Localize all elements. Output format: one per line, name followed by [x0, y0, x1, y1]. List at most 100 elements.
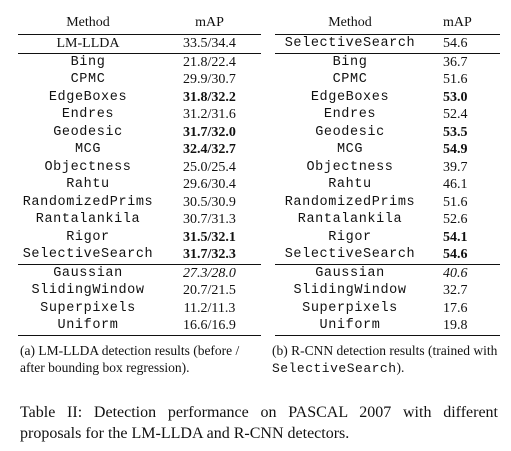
table-row: SelectiveSearch 31.7/32.3 — [18, 246, 261, 264]
map-cell: 53.5 — [443, 124, 468, 140]
method-cell: Endres — [323, 107, 377, 122]
method-cell: SlidingWindow — [293, 283, 407, 298]
table-row: CPMC 29.9/30.7 — [18, 71, 261, 89]
map-cell: 51.6 — [443, 194, 468, 210]
table-row: MCG 54.9 — [275, 141, 500, 159]
method-cell: Rantalankila — [297, 212, 403, 227]
map-cell: 30.7/31.3 — [183, 212, 236, 227]
method-cell: Geodesic — [53, 124, 123, 140]
map-cell: 31.8/32.2 — [183, 89, 236, 105]
reference-row: SelectiveSearch 54.6 — [275, 35, 500, 53]
method-cell: Superpixels — [40, 300, 136, 316]
table-row: Endres 31.2/31.6 — [18, 106, 261, 124]
reference-map: 54.6 — [443, 36, 468, 51]
map-cell: 32.7 — [443, 283, 468, 298]
table-caption: Table II: Detection performance on PASCA… — [20, 404, 498, 442]
method-cell: Rigor — [328, 229, 372, 245]
table-row: SlidingWindow 32.7 — [275, 282, 500, 300]
method-cell: Geodesic — [315, 124, 385, 140]
table-header-row: Method mAP — [18, 12, 261, 35]
map-cell: 29.9/30.7 — [183, 72, 236, 87]
method-cell: Uniform — [319, 318, 381, 333]
table-row: Geodesic 53.5 — [275, 124, 500, 142]
method-cell: SelectiveSearch — [22, 247, 154, 262]
method-cell: Gaussian — [315, 265, 385, 281]
map-cell: 16.6/16.9 — [183, 318, 236, 333]
subcaption-a-text: (a) LM-LLDA detection results (before / … — [20, 343, 240, 375]
table-row: SlidingWindow 20.7/21.5 — [18, 282, 261, 300]
table-row: Geodesic 31.7/32.0 — [18, 124, 261, 142]
map-cell: 39.7 — [443, 159, 468, 175]
method-cell: MCG — [336, 142, 364, 157]
table-row: RandomizedPrims 51.6 — [275, 194, 500, 212]
header-method: Method — [328, 15, 372, 30]
table-row: EdgeBoxes 31.8/32.2 — [18, 89, 261, 107]
map-cell: 52.4 — [443, 107, 468, 122]
map-cell: 27.3/28.0 — [183, 265, 236, 281]
map-cell: 29.6/30.4 — [183, 177, 236, 192]
table-row: MCG 32.4/32.7 — [18, 141, 261, 159]
method-cell: SelectiveSearch — [284, 247, 416, 262]
map-cell: 19.8 — [443, 318, 468, 333]
reference-method: LM-LLDA — [56, 36, 120, 51]
method-cell: Bing — [332, 54, 368, 70]
table-row: Bing 36.7 — [275, 53, 500, 71]
table-row: Uniform 19.8 — [275, 317, 500, 335]
table-row: Gaussian 27.3/28.0 — [18, 264, 261, 282]
table-row: RandomizedPrims 30.5/30.9 — [18, 194, 261, 212]
table-row: Superpixels 17.6 — [275, 300, 500, 318]
map-cell: 31.7/32.3 — [183, 247, 236, 262]
table-row: Rigor 31.5/32.1 — [18, 229, 261, 247]
map-cell: 36.7 — [443, 54, 468, 70]
method-cell: Objectness — [306, 159, 394, 175]
map-cell: 30.5/30.9 — [183, 194, 236, 210]
subcaption-b-text: (b) R-CNN detection results (trained wit… — [272, 343, 498, 358]
table-row: Gaussian 40.6 — [275, 264, 500, 282]
map-cell: 25.0/25.4 — [183, 159, 236, 175]
header-map: mAP — [443, 15, 472, 30]
method-cell: Objectness — [44, 159, 132, 175]
header-map: mAP — [195, 15, 224, 30]
table-row: Rigor 54.1 — [275, 229, 500, 247]
method-cell: CPMC — [70, 72, 106, 87]
map-cell: 31.2/31.6 — [183, 107, 236, 122]
method-cell: SlidingWindow — [31, 283, 145, 298]
method-cell: Gaussian — [53, 265, 123, 281]
table-row: Bing 21.8/22.4 — [18, 53, 261, 71]
map-cell: 11.2/11.3 — [183, 300, 236, 316]
subcaption-b-end: ). — [396, 360, 405, 375]
map-cell: 21.8/22.4 — [183, 54, 236, 70]
table-header-row: Method mAP — [275, 12, 500, 35]
map-cell: 31.5/32.1 — [183, 229, 236, 245]
table-row: Rahtu 29.6/30.4 — [18, 176, 261, 194]
map-cell: 53.0 — [443, 89, 468, 105]
method-cell: Uniform — [57, 318, 119, 333]
table-row: Rantalankila 52.6 — [275, 211, 500, 229]
map-cell: 32.4/32.7 — [183, 142, 236, 157]
reference-map: 33.5/34.4 — [183, 36, 236, 51]
map-cell: 20.7/21.5 — [183, 283, 236, 298]
header-method: Method — [66, 15, 110, 30]
table-row: Endres 52.4 — [275, 106, 500, 124]
map-cell: 31.7/32.0 — [183, 124, 236, 140]
table-row: Superpixels 11.2/11.3 — [18, 300, 261, 318]
map-cell: 54.6 — [443, 247, 468, 262]
method-cell: Rigor — [66, 229, 110, 245]
map-cell: 46.1 — [443, 177, 468, 192]
reference-row: LM-LLDA 33.5/34.4 — [18, 35, 261, 53]
method-cell: RandomizedPrims — [22, 194, 154, 210]
method-cell: RandomizedPrims — [284, 194, 416, 210]
map-cell: 54.9 — [443, 142, 468, 157]
method-cell: Rahtu — [66, 177, 110, 192]
subcaption-b-method: SelectiveSearch — [272, 361, 397, 376]
table-b-rcnn: Method mAP SelectiveSearch 54.6 Bing 36.7… — [275, 12, 500, 336]
method-cell: Rantalankila — [35, 212, 141, 227]
table-row: Rantalankila 30.7/31.3 — [18, 211, 261, 229]
method-cell: Rahtu — [328, 177, 372, 192]
table-row: Uniform 16.6/16.9 — [18, 317, 261, 335]
table-row: Rahtu 46.1 — [275, 176, 500, 194]
table-row: CPMC 51.6 — [275, 71, 500, 89]
subcaption-b: (b) R-CNN detection results (trained wit… — [272, 342, 504, 377]
map-cell: 17.6 — [443, 300, 468, 316]
method-cell: Endres — [61, 107, 115, 122]
